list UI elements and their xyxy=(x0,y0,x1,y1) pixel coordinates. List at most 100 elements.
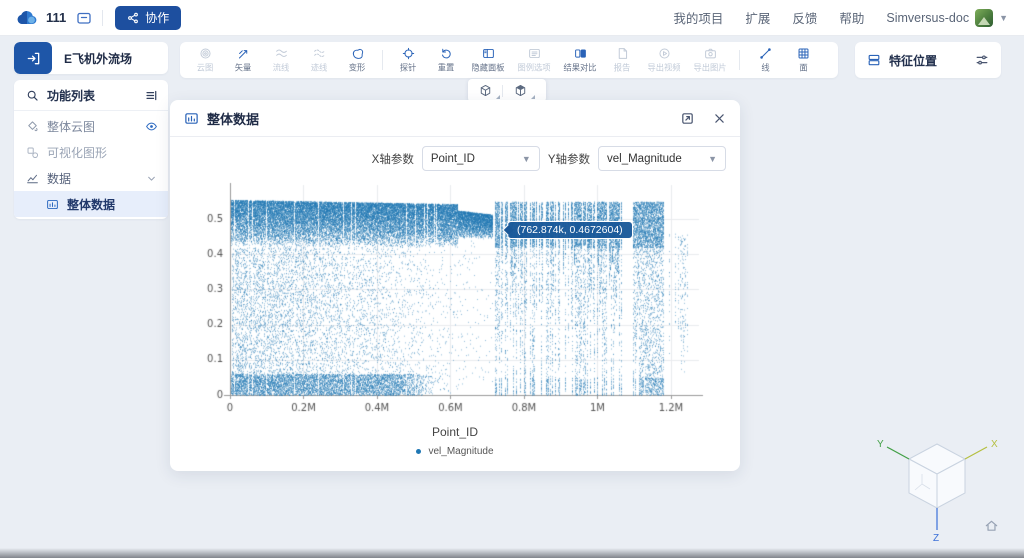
toolbar-item-face[interactable]: 面 xyxy=(784,44,822,76)
toolbar-item-vector[interactable]: 矢量 xyxy=(224,44,262,76)
account-name: Simversus-doc xyxy=(886,10,970,25)
chart-legend[interactable]: vel_Magnitude xyxy=(170,446,740,457)
divider xyxy=(382,50,383,70)
data-panel-icon xyxy=(184,111,199,126)
sidebar: 功能列表 整体云图可视化图形数据整体数据 xyxy=(14,80,168,219)
toolbar-item-pathline: 迹线 xyxy=(300,44,338,76)
vector-icon xyxy=(237,46,250,60)
close-icon[interactable] xyxy=(713,112,726,125)
sidebar-item-label: 整体数据 xyxy=(67,197,116,212)
sidebar-item-data[interactable]: 数据 xyxy=(14,165,168,191)
feature-location-panel[interactable]: 特征位置 xyxy=(855,42,1001,78)
x-param-value: Point_ID xyxy=(430,152,475,165)
nav-item-3[interactable]: 帮助 xyxy=(839,12,865,26)
toolbar-item-label: 线 xyxy=(760,63,770,73)
collapse-filter-icon[interactable] xyxy=(145,89,158,102)
gizmo-y-label[interactable]: Y xyxy=(877,439,884,450)
toolbar-item-label: 导出视频 xyxy=(647,63,681,73)
x-param-select[interactable]: Point_ID ▼ xyxy=(421,146,540,171)
y-param-select[interactable]: vel_Magnitude ▼ xyxy=(598,146,726,171)
chevron-down-icon: ▼ xyxy=(521,153,531,164)
scatter-chart-canvas[interactable] xyxy=(185,173,725,425)
export-image-icon xyxy=(704,46,717,60)
wireframe-view-button[interactable] xyxy=(468,80,502,101)
solid-view-button[interactable] xyxy=(503,80,537,101)
panel-header: 整体数据 xyxy=(170,100,740,137)
home-view-icon[interactable] xyxy=(984,518,999,533)
feature-location-icon xyxy=(867,53,881,67)
toolbar-item-reset[interactable]: 重置 xyxy=(427,44,465,76)
y-param-label: Y轴参数 xyxy=(547,153,590,166)
message-icon[interactable] xyxy=(76,10,92,26)
export-video-icon xyxy=(658,46,671,60)
gizmo-z-label[interactable]: Z xyxy=(933,533,939,544)
toolbar-item-label: 重置 xyxy=(437,63,455,73)
collaborate-button[interactable]: 协作 xyxy=(115,5,182,30)
toolbar-item-label: 矢量 xyxy=(234,63,252,73)
overall-data-icon xyxy=(46,198,59,211)
nav-item-1[interactable]: 扩展 xyxy=(745,12,771,26)
toolbar-item-label: 变形 xyxy=(348,63,366,73)
feature-settings-icon[interactable] xyxy=(975,53,989,67)
toolbar-item-line[interactable]: 线 xyxy=(746,44,784,76)
feature-location-title: 特征位置 xyxy=(889,53,938,68)
workspace-name: 111 xyxy=(46,10,67,25)
avatar xyxy=(975,8,994,27)
sidebar-item-overall-data[interactable]: 整体数据 xyxy=(14,191,168,217)
search-icon xyxy=(26,89,39,102)
sidebar-item-label: 可视化图形 xyxy=(47,145,108,160)
result-compare-icon xyxy=(574,46,587,60)
sidebar-header-function-list[interactable]: 功能列表 xyxy=(14,82,168,108)
sidebar-item-label: 数据 xyxy=(47,171,72,186)
toolbar-item-label: 迹线 xyxy=(310,63,328,73)
report-icon xyxy=(616,46,629,60)
toolbar-item-export-video: 导出视频 xyxy=(641,44,687,76)
top-bar: 111 协作 我的项目 扩展 反馈 帮助 Simversus-doc ▼ xyxy=(0,0,1024,36)
orientation-cube[interactable]: X Y Z xyxy=(872,424,1002,546)
chevron-down-icon: ▼ xyxy=(999,12,1008,23)
toolbar-item-result-compare[interactable]: 结果对比 xyxy=(557,44,603,76)
exit-project-button[interactable] xyxy=(14,42,52,74)
axis-controls: X轴参数 Point_ID ▼ Y轴参数 vel_Magnitude ▼ xyxy=(170,137,740,171)
toolbar-item-hide-panel[interactable]: 隐藏面板 xyxy=(465,44,511,76)
solidcube-icon xyxy=(514,84,527,97)
toolbar-item-export-image: 导出图片 xyxy=(687,44,733,76)
divider xyxy=(14,110,168,111)
divider xyxy=(739,50,741,70)
toolbar-item-streamline: 流线 xyxy=(262,44,300,76)
toolbar-item-probe[interactable]: 探针 xyxy=(389,44,427,76)
toolbar-item-label: 隐藏面板 xyxy=(471,63,505,73)
contour-map-icon xyxy=(199,46,212,60)
bottom-vignette xyxy=(0,548,1024,558)
x-axis-title: Point_ID xyxy=(431,425,479,439)
sidebar-item-global-contour[interactable]: 整体云图 xyxy=(14,113,168,139)
toolbar-item-label: 面 xyxy=(798,63,808,73)
toolbar-item-contour-map: 云图 xyxy=(186,44,224,76)
visibility-eye-icon[interactable] xyxy=(145,120,158,133)
nav-item-2[interactable]: 反馈 xyxy=(792,12,818,26)
account-menu[interactable]: Simversus-doc ▼ xyxy=(886,8,1008,27)
exit-icon xyxy=(26,51,41,66)
legend-marker xyxy=(416,449,422,454)
toolbar-item-report: 报告 xyxy=(603,44,641,76)
legend-options-icon xyxy=(528,46,541,60)
x-param-label: X轴参数 xyxy=(371,153,414,166)
project-title: E飞机外流场 xyxy=(64,51,133,66)
hide-panel-icon xyxy=(482,46,495,60)
gizmo-x-label[interactable]: X xyxy=(991,439,998,450)
chevron-down-icon[interactable] xyxy=(145,172,158,185)
function-list-label: 功能列表 xyxy=(47,88,96,103)
app-logo-cloud-icon xyxy=(16,9,38,27)
pathline-icon xyxy=(313,46,326,60)
visual-graphics-icon xyxy=(26,146,39,159)
project-title-card: E飞机外流场 xyxy=(14,42,168,74)
toolbar-item-label: 报告 xyxy=(613,63,631,73)
face-icon xyxy=(797,46,810,60)
sidebar-item-visual-graphics[interactable]: 可视化图形 xyxy=(14,139,168,165)
nav-item-0[interactable]: 我的项目 xyxy=(673,12,724,26)
toolbar-item-label: 导出图片 xyxy=(693,63,727,73)
toolbar-item-deform[interactable]: 变形 xyxy=(338,44,376,76)
chevron-down-icon: ▼ xyxy=(708,153,717,164)
y-param-value: vel_Magnitude xyxy=(607,152,682,165)
export-chart-icon[interactable] xyxy=(680,111,695,126)
